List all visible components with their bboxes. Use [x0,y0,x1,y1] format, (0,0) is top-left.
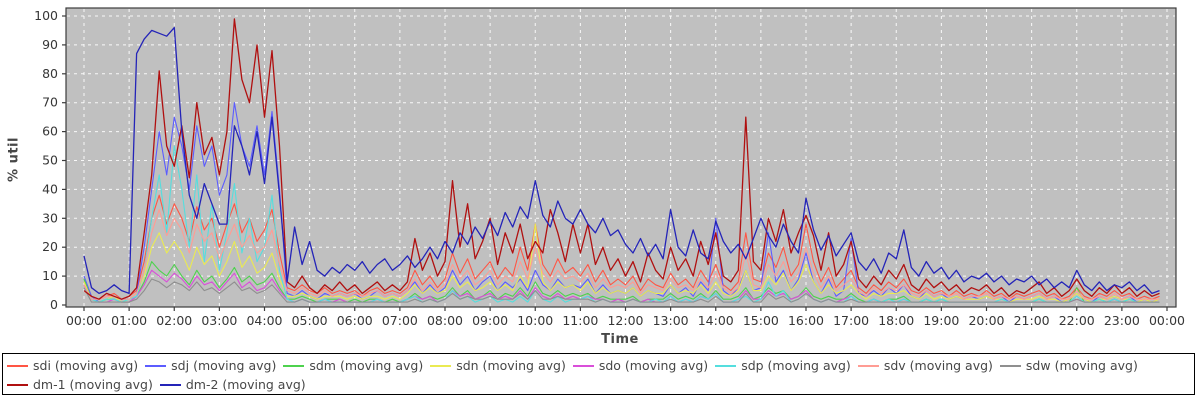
y-axis-title: % util [6,137,22,182]
y-tick-label: 10 [42,268,58,283]
x-tick-label: 13:00 [653,313,689,328]
x-tick-label: 19:00 [923,313,959,328]
x-tick-label: 04:00 [246,313,282,328]
legend-label: sdp (moving avg) [741,358,851,373]
y-tick-label: 100 [34,8,58,23]
legend-item-sdn: sdn (moving avg) [430,356,566,375]
legend-label: sdv (moving avg) [883,358,993,373]
x-tick-label: 16:00 [788,313,824,328]
x-tick-label: 22:00 [1059,313,1095,328]
x-axis-title: Time [601,332,639,347]
series-line-sdw [83,278,1160,303]
y-tick-label: 40 [42,181,58,196]
series-line-sdn [83,223,1160,303]
x-tick-label: 17:00 [833,313,869,328]
utilization-chart-plot: 0 10 20 30 40 50 60 70 80 90 100 00:00 01:00 02:00 03:… [34,7,1185,328]
x-tick-label: 02:00 [156,313,192,328]
legend-swatch-sdn [430,364,452,367]
legend-label: dm-1 (moving avg) [33,377,153,392]
legend-item-dm-2: dm-2 (moving avg) [159,375,306,394]
legend-swatch-sdp [715,364,737,367]
x-tick-label: 10:00 [517,313,553,328]
y-tick-label: 80 [42,66,58,81]
x-tick-label: 11:00 [562,313,598,328]
x-tick-label: 01:00 [111,313,147,328]
legend-swatch-dm-2 [159,383,181,386]
x-tick-label: 23:00 [1104,313,1140,328]
y-tick-label: 50 [42,153,58,168]
legend-item-sdp: sdp (moving avg) [715,356,851,375]
legend-item-dm-1: dm-1 (moving avg) [7,375,153,394]
y-tick-label: 70 [42,95,58,110]
legend-label: sdm (moving avg) [309,358,424,373]
y-tick-label: 20 [42,239,58,254]
legend-label: sdi (moving avg) [33,358,139,373]
y-tick-label: 90 [42,37,58,52]
x-tick-label: 21:00 [1014,313,1050,328]
y-tick-label: 30 [42,210,58,225]
legend-swatch-sdo [572,364,594,367]
legend-swatch-sdj [145,364,167,367]
legend-label: sdw (moving avg) [1025,358,1138,373]
legend-item-sdj: sdj (moving avg) [145,356,276,375]
series-line-dm-1 [83,18,1160,300]
chart-legend: sdi (moving avg) sdj (moving avg) sdm (mov… [2,353,1195,395]
x-tick-label: 00:00 [66,313,102,328]
legend-label: sdn (moving avg) [456,358,566,373]
x-tick-label: 05:00 [292,313,328,328]
x-tick-label: 07:00 [382,313,418,328]
legend-label: sdo (moving avg) [598,358,709,373]
x-tick-label: 08:00 [427,313,463,328]
legend-item-sdo: sdo (moving avg) [572,356,709,375]
x-tick-label: 09:00 [472,313,508,328]
legend-label: sdj (moving avg) [171,358,277,373]
x-tick-label: 03:00 [201,313,237,328]
series-line-sdv [83,209,1160,300]
legend-swatch-sdi [7,364,28,367]
x-tick-label: 15:00 [743,313,779,328]
legend-swatch-sdm [283,364,305,367]
x-tick-label: 18:00 [878,313,914,328]
x-tick-label: 14:00 [698,313,734,328]
x-tick-label: 20:00 [968,313,1004,328]
legend-label: dm-2 (moving avg) [185,377,306,392]
plot-border [65,7,1177,308]
x-tick-label: 00:00 [1149,313,1185,328]
x-tick-label: 12:00 [607,313,643,328]
legend-item-sdw: sdw (moving avg) [999,356,1138,375]
legend-swatch-sdv [857,364,879,367]
legend-item-sdi: sdi (moving avg) [7,356,138,375]
legend-item-sdv: sdv (moving avg) [857,356,993,375]
y-tick-label: 60 [42,124,58,139]
legend-item-sdm: sdm (moving avg) [283,356,423,375]
legend-swatch-dm-1 [7,383,28,386]
y-tick-label: 0 [50,297,58,312]
legend-swatch-sdw [999,364,1021,367]
x-tick-label: 06:00 [337,313,373,328]
series-line-dm-2 [83,26,1160,295]
